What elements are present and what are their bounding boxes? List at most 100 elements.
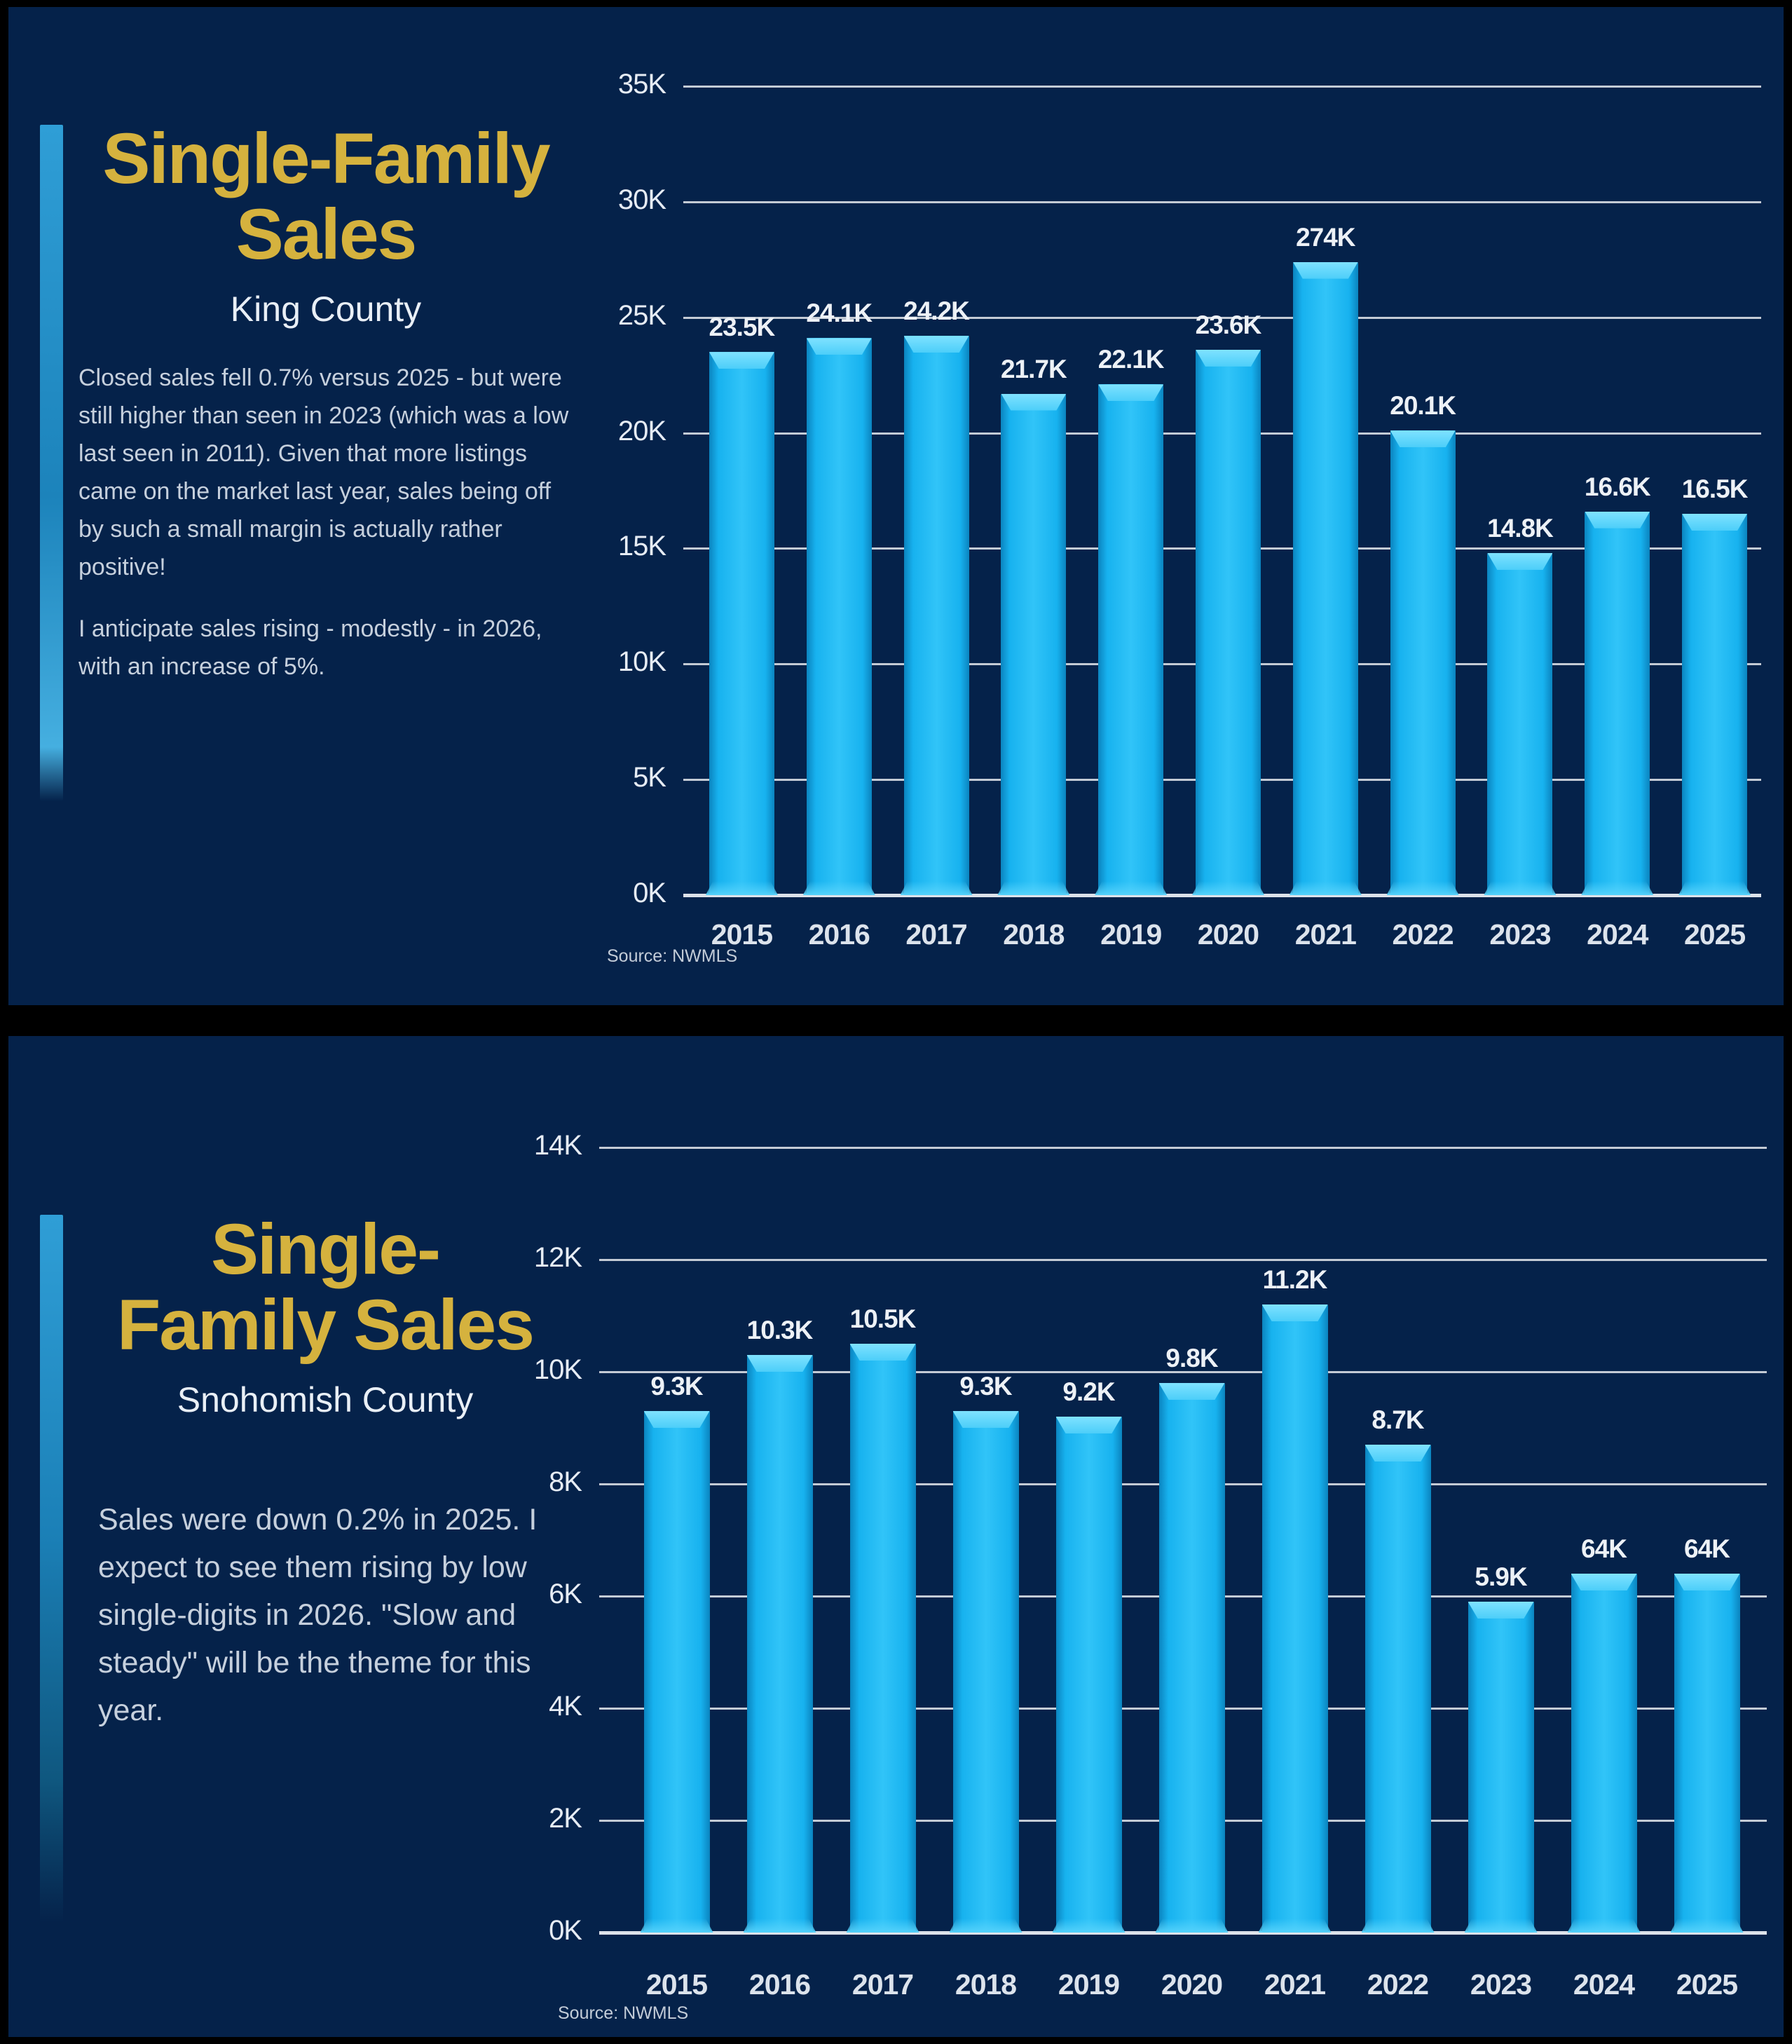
bar-value-label: 274K [1296, 222, 1355, 252]
bar-value-label: 8.7K [1372, 1405, 1424, 1434]
bar-value-label: 22.1K [1097, 345, 1165, 374]
title-line: Sales [235, 194, 418, 274]
bar-value-label: 64K [1684, 1534, 1730, 1563]
bar-value-label: 16.5K [1681, 474, 1749, 503]
panel-title: Single- Family Sales [98, 1211, 552, 1363]
y-tick-label: 30K [617, 184, 666, 215]
gridline [683, 86, 1761, 88]
gridline [683, 316, 1761, 319]
bar-2019 [1098, 384, 1164, 895]
bar-value-label: 9.2K [1062, 1377, 1115, 1406]
sidebar-snohomish-county: Single- Family Sales Snohomish County Sal… [98, 1211, 552, 1734]
bar-value-label: 23.6K [1195, 310, 1262, 339]
source-note: Source: NWMLS [607, 946, 738, 966]
bar-2020 [1196, 349, 1261, 895]
panel-king-county: Single-Family Sales King County Closed sa… [8, 7, 1784, 1005]
bar-2019 [1055, 1417, 1122, 1933]
x-tick-label: 2021 [1264, 1968, 1326, 2001]
bar-value-label: 9.8K [1165, 1344, 1218, 1372]
y-tick-label: 15K [617, 531, 666, 562]
x-tick-label: 2017 [905, 918, 967, 951]
bar-2024 [1585, 511, 1650, 895]
commentary-paragraph: I anticipate sales rising - modestly - i… [78, 615, 542, 680]
x-tick-label: 2020 [1197, 918, 1259, 951]
y-tick-label: 0K [633, 878, 666, 908]
bar-value-label: 11.2K [1262, 1265, 1328, 1294]
bar-2020 [1158, 1383, 1225, 1933]
bar-value-label: 23.5K [709, 313, 776, 342]
x-tick-label: 2019 [1100, 918, 1162, 951]
bar-2023 [1487, 553, 1553, 895]
y-tick-label: 10K [533, 1354, 582, 1385]
bar-2025 [1682, 513, 1748, 895]
y-tick-label: 12K [533, 1242, 582, 1273]
bar-value-label: 24.1K [806, 299, 873, 328]
x-tick-label: 2022 [1392, 918, 1454, 951]
bar-value-label: 21.7K [1000, 354, 1067, 383]
y-tick-label: 5K [633, 762, 666, 793]
x-axis-line [683, 894, 1761, 897]
title-line: Single- [210, 1209, 441, 1289]
bar-2023 [1468, 1602, 1534, 1933]
bar-value-label: 20.1K [1390, 391, 1456, 421]
gridline [683, 200, 1761, 203]
y-tick-label: 35K [617, 69, 666, 100]
y-tick-label: 8K [549, 1466, 582, 1497]
x-tick-label: 2023 [1489, 918, 1551, 951]
bar-2022 [1390, 430, 1456, 895]
bar-2015 [709, 352, 774, 895]
bar-value-label: 10.3K [746, 1316, 814, 1344]
x-tick-label: 2016 [808, 918, 870, 951]
bar-2017 [849, 1344, 916, 1933]
bar-2022 [1364, 1445, 1431, 1933]
x-tick-label: 2016 [748, 1968, 811, 2001]
commentary-paragraph: Sales were down 0.2% in 2025. I expect t… [98, 1503, 538, 1727]
gridline [599, 1371, 1767, 1373]
bar-value-label: 64K [1581, 1534, 1627, 1563]
bar-value-label: 14.8K [1487, 514, 1554, 543]
x-tick-label: 2024 [1587, 918, 1648, 951]
bar-2021 [1261, 1304, 1328, 1933]
y-tick-label: 4K [549, 1691, 582, 1722]
x-axis-line [599, 1931, 1767, 1935]
bar-chart-snohomish-county: 14K 12K 10K 8K 6K 4K 2K 0K 9.3K 2015 10.3K 2016 10.5… [8, 1036, 1784, 2037]
commentary-paragraph: Closed sales fell 0.7% versus 2025 - but… [78, 364, 569, 580]
bar-value-label: 9.3K [959, 1372, 1012, 1401]
gridline [599, 1259, 1767, 1261]
x-tick-label: 2023 [1470, 1968, 1532, 2001]
bar-2021 [1292, 261, 1358, 895]
x-tick-label: 2020 [1161, 1968, 1223, 2001]
x-tick-label: 2015 [645, 1968, 708, 2001]
bar-2015 [643, 1411, 710, 1933]
accent-bar [40, 1215, 63, 1923]
panel-subtitle: Snohomish County [177, 1380, 474, 1419]
y-tick-label: 6K [549, 1579, 582, 1609]
y-tick-label: 0K [549, 1915, 582, 1946]
bar-value-label: 10.5K [849, 1304, 917, 1333]
x-tick-label: 2025 [1683, 918, 1746, 951]
y-tick-label: 2K [549, 1803, 582, 1834]
bar-2018 [1001, 393, 1067, 895]
source-note: Source: NWMLS [558, 2003, 689, 2023]
y-tick-label: 10K [617, 646, 666, 678]
bar-2016 [806, 338, 872, 895]
bar-chart-king-county: 35K 30K 25K 20K 15K 10K 5K 0K 23.5K 2015 24.1K 2016… [8, 7, 1784, 1005]
bar-value-label: 16.6K [1584, 472, 1651, 501]
x-tick-label: 2019 [1058, 1968, 1120, 2001]
x-tick-label: 2018 [1003, 918, 1065, 951]
gridline [599, 1147, 1767, 1149]
accent-bar [40, 125, 63, 801]
bar-value-label: 5.9K [1475, 1562, 1527, 1591]
x-tick-label: 2021 [1294, 918, 1357, 951]
y-tick-label: 14K [533, 1130, 582, 1161]
x-tick-label: 2015 [711, 918, 773, 951]
y-tick-label: 20K [617, 415, 666, 447]
bar-2025 [1674, 1574, 1740, 1933]
bar-2018 [952, 1411, 1019, 1933]
x-tick-label: 2022 [1367, 1968, 1429, 2001]
x-tick-label: 2017 [851, 1968, 914, 2001]
panel-subtitle: King County [230, 289, 422, 329]
sidebar-king-county: Single-Family Sales King County Closed sa… [78, 121, 573, 686]
bar-2017 [903, 336, 969, 895]
bar-2016 [746, 1355, 813, 1933]
